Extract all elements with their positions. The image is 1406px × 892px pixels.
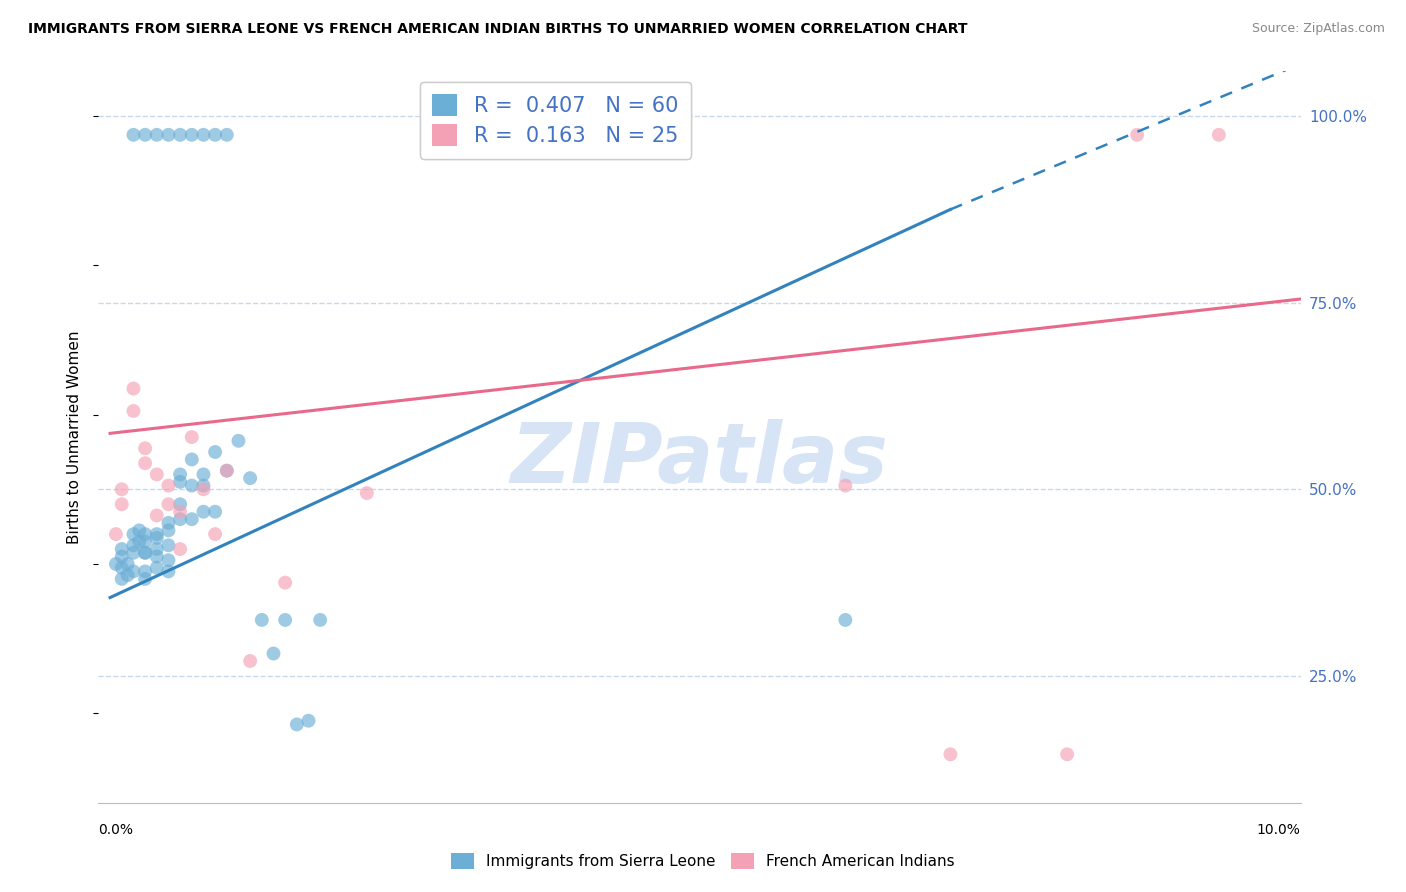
Point — [111, 542, 134, 557]
Point — [122, 538, 145, 552]
Point — [239, 654, 262, 668]
Point — [169, 475, 191, 489]
Point — [134, 128, 156, 142]
Point — [146, 549, 169, 564]
Point — [157, 497, 180, 511]
Point — [204, 505, 226, 519]
Point — [215, 464, 238, 478]
Point — [169, 512, 191, 526]
Point — [146, 508, 169, 523]
Point — [104, 527, 127, 541]
Point — [134, 546, 156, 560]
Point — [193, 483, 215, 497]
Point — [134, 572, 156, 586]
Point — [146, 531, 169, 545]
Point — [1126, 128, 1149, 142]
Point — [122, 527, 145, 541]
Point — [157, 524, 180, 538]
Point — [146, 560, 169, 574]
Point — [215, 128, 238, 142]
Point — [117, 568, 139, 582]
Point — [1208, 128, 1230, 142]
Point — [146, 527, 169, 541]
Point — [169, 542, 191, 557]
Point — [204, 527, 226, 541]
Point — [193, 128, 215, 142]
Legend: R =  0.407   N = 60, R =  0.163   N = 25: R = 0.407 N = 60, R = 0.163 N = 25 — [420, 82, 690, 159]
Point — [180, 128, 202, 142]
Point — [122, 565, 145, 579]
Text: Source: ZipAtlas.com: Source: ZipAtlas.com — [1251, 22, 1385, 36]
Point — [193, 478, 215, 492]
Point — [169, 467, 191, 482]
Point — [122, 128, 145, 142]
Point — [169, 505, 191, 519]
Point — [111, 560, 134, 574]
Point — [834, 613, 856, 627]
Point — [134, 442, 156, 456]
Text: ZIPatlas: ZIPatlas — [510, 418, 889, 500]
Point — [157, 553, 180, 567]
Point — [180, 512, 202, 526]
Point — [356, 486, 378, 500]
Point — [122, 382, 145, 396]
Point — [128, 534, 150, 549]
Point — [204, 128, 226, 142]
Point — [274, 613, 297, 627]
Point — [111, 549, 134, 564]
Point — [122, 404, 145, 418]
Point — [297, 714, 319, 728]
Point — [111, 497, 134, 511]
Point — [134, 527, 156, 541]
Point — [157, 478, 180, 492]
Text: 0.0%: 0.0% — [98, 823, 134, 837]
Point — [134, 534, 156, 549]
Point — [1056, 747, 1078, 762]
Point — [157, 538, 180, 552]
Point — [111, 572, 134, 586]
Point — [104, 557, 127, 571]
Point — [239, 471, 262, 485]
Point — [134, 456, 156, 470]
Point — [169, 128, 191, 142]
Point — [134, 546, 156, 560]
Point — [146, 128, 169, 142]
Legend: Immigrants from Sierra Leone, French American Indians: Immigrants from Sierra Leone, French Ame… — [446, 847, 960, 875]
Y-axis label: Births to Unmarried Women: Births to Unmarried Women — [67, 330, 83, 544]
Point — [157, 565, 180, 579]
Point — [157, 516, 180, 530]
Point — [146, 542, 169, 557]
Point — [215, 464, 238, 478]
Point — [228, 434, 250, 448]
Point — [157, 128, 180, 142]
Point — [193, 505, 215, 519]
Point — [285, 717, 308, 731]
Point — [180, 452, 202, 467]
Point — [111, 483, 134, 497]
Point — [122, 546, 145, 560]
Point — [939, 747, 962, 762]
Point — [834, 478, 856, 492]
Point — [169, 497, 191, 511]
Text: 10.0%: 10.0% — [1257, 823, 1301, 837]
Text: IMMIGRANTS FROM SIERRA LEONE VS FRENCH AMERICAN INDIAN BIRTHS TO UNMARRIED WOMEN: IMMIGRANTS FROM SIERRA LEONE VS FRENCH A… — [28, 22, 967, 37]
Point — [263, 647, 285, 661]
Point — [309, 613, 332, 627]
Point — [274, 575, 297, 590]
Point — [250, 613, 273, 627]
Point — [146, 467, 169, 482]
Point — [204, 445, 226, 459]
Point — [128, 524, 150, 538]
Point — [193, 467, 215, 482]
Point — [134, 565, 156, 579]
Point — [117, 557, 139, 571]
Point — [180, 430, 202, 444]
Point — [180, 478, 202, 492]
